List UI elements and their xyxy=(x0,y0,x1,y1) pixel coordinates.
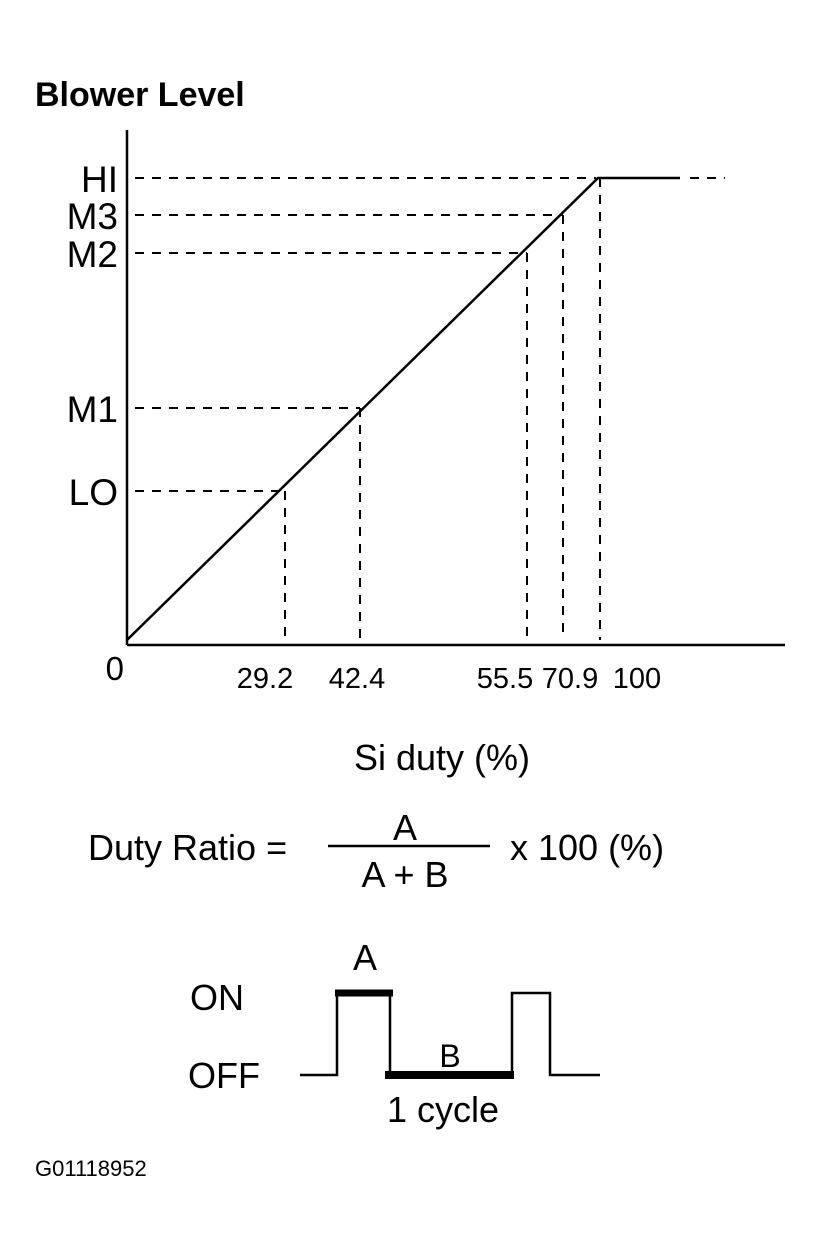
level-label: LO xyxy=(69,472,118,513)
response-line xyxy=(126,176,680,641)
formula-numerator: A xyxy=(393,807,417,848)
origin-label: 0 xyxy=(106,650,124,687)
formula-left: Duty Ratio = xyxy=(88,827,287,868)
level-label: M1 xyxy=(67,389,118,430)
formula-right: x 100 (%) xyxy=(510,827,664,868)
x-axis-title: Si duty (%) xyxy=(354,737,530,778)
on-label: ON xyxy=(190,977,244,1018)
cycle-label: 1 cycle xyxy=(387,1089,499,1130)
x-label: 70.9 xyxy=(542,663,598,695)
x-label: 100 xyxy=(613,663,661,695)
formula-denominator: A + B xyxy=(361,854,448,895)
x-label: 42.4 xyxy=(329,663,385,695)
level-label: M2 xyxy=(67,234,118,275)
b-label: B xyxy=(439,1038,460,1074)
level-label: HI xyxy=(81,159,118,200)
title: Blower Level xyxy=(35,76,245,114)
figure-id: G01118952 xyxy=(35,1156,147,1181)
x-label: 29.2 xyxy=(237,663,293,695)
a-label: A xyxy=(353,937,377,978)
off-label: OFF xyxy=(188,1055,260,1096)
level-label: M3 xyxy=(67,196,118,237)
x-label: 55.5 xyxy=(477,663,533,695)
